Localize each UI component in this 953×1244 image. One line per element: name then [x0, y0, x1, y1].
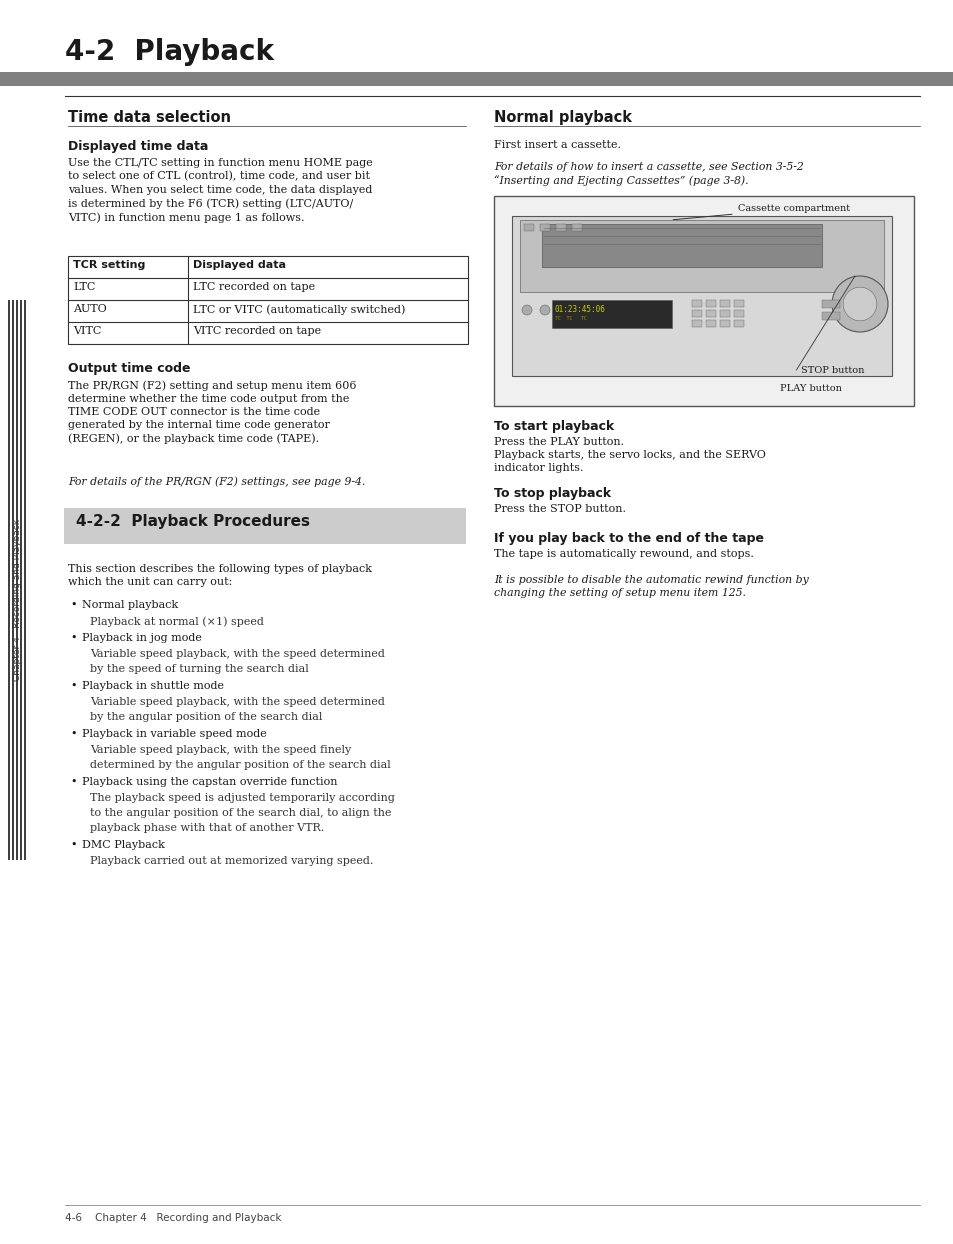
Text: Output time code: Output time code — [68, 362, 191, 374]
Text: Playback in jog mode: Playback in jog mode — [82, 633, 202, 643]
Text: First insert a cassette.: First insert a cassette. — [494, 141, 620, 151]
Text: For details of how to insert a cassette, see Section 3-5-2
“Inserting and Ejecti: For details of how to insert a cassette,… — [494, 162, 803, 187]
Text: determined by the angular position of the search dial: determined by the angular position of th… — [90, 760, 391, 770]
Bar — [0, 72, 953, 86]
Text: AUTO: AUTO — [73, 304, 107, 313]
Text: by the angular position of the search dial: by the angular position of the search di… — [90, 712, 322, 722]
Text: Playback in shuttle mode: Playback in shuttle mode — [82, 680, 224, 690]
Bar — [821, 300, 840, 309]
Text: •: • — [70, 778, 76, 787]
Bar — [821, 312, 840, 320]
Bar — [733, 300, 743, 307]
Text: This section describes the following types of playback
which the unit can carry : This section describes the following typ… — [68, 564, 372, 587]
Text: playback phase with that of another VTR.: playback phase with that of another VTR. — [90, 824, 324, 833]
Text: If you play back to the end of the tape: If you play back to the end of the tape — [494, 532, 763, 545]
Text: 4-2-2  Playback Procedures: 4-2-2 Playback Procedures — [76, 514, 310, 529]
Bar — [16, 300, 18, 860]
Bar — [720, 310, 729, 317]
Text: VITC recorded on tape: VITC recorded on tape — [193, 326, 321, 336]
Bar — [552, 300, 671, 328]
Circle shape — [831, 276, 887, 332]
Text: Normal playback: Normal playback — [494, 109, 631, 124]
Text: 4-6    Chapter 4   Recording and Playback: 4-6 Chapter 4 Recording and Playback — [65, 1213, 281, 1223]
Bar — [24, 300, 27, 860]
Text: Time data selection: Time data selection — [68, 109, 231, 124]
Text: by the speed of turning the search dial: by the speed of turning the search dial — [90, 664, 309, 674]
Text: Press the PLAY button.
Playback starts, the servo locks, and the SERVO
indicator: Press the PLAY button. Playback starts, … — [494, 437, 765, 474]
Text: Playback in variable speed mode: Playback in variable speed mode — [82, 729, 267, 739]
Text: •: • — [70, 680, 76, 690]
Text: Playback at normal (×1) speed: Playback at normal (×1) speed — [90, 616, 264, 627]
Text: TC  TC   TC: TC TC TC — [555, 316, 586, 321]
Text: •: • — [70, 633, 76, 643]
Text: Displayed time data: Displayed time data — [68, 141, 208, 153]
Bar — [705, 320, 716, 327]
Text: The tape is automatically rewound, and stops.: The tape is automatically rewound, and s… — [494, 549, 753, 559]
Text: Cassette compartment: Cassette compartment — [673, 204, 849, 220]
Text: to the angular position of the search dial, to align the: to the angular position of the search di… — [90, 809, 391, 819]
Bar — [705, 310, 716, 317]
Text: PLAY button: PLAY button — [779, 384, 841, 393]
Text: Press the STOP button.: Press the STOP button. — [494, 504, 625, 514]
Text: LTC recorded on tape: LTC recorded on tape — [193, 282, 314, 292]
Bar — [12, 300, 14, 860]
Bar — [20, 300, 23, 860]
Text: Variable speed playback, with the speed determined: Variable speed playback, with the speed … — [90, 649, 384, 659]
Text: Variable speed playback, with the speed finely: Variable speed playback, with the speed … — [90, 745, 351, 755]
Bar — [733, 320, 743, 327]
Text: Chapter 4   Recording and Playback: Chapter 4 Recording and Playback — [13, 519, 23, 680]
Bar — [705, 300, 716, 307]
Text: DMC Playback: DMC Playback — [82, 840, 165, 850]
Circle shape — [539, 305, 550, 315]
Bar — [720, 300, 729, 307]
Circle shape — [842, 287, 876, 321]
Bar — [512, 216, 891, 376]
Circle shape — [521, 305, 532, 315]
Text: 4-2  Playback: 4-2 Playback — [65, 39, 274, 66]
Text: TCR setting: TCR setting — [73, 260, 145, 270]
Bar — [691, 300, 701, 307]
Bar — [556, 224, 565, 231]
Bar — [519, 220, 883, 292]
Text: It is possible to disable the automatic rewind function by
changing the setting : It is possible to disable the automatic … — [494, 575, 808, 598]
Text: Use the CTL/TC setting in function menu HOME page
to select one of CTL (control): Use the CTL/TC setting in function menu … — [68, 158, 373, 223]
Bar — [8, 300, 10, 860]
Text: The PR/RGN (F2) setting and setup menu item 606
determine whether the time code : The PR/RGN (F2) setting and setup menu i… — [68, 379, 356, 444]
Text: Displayed data: Displayed data — [193, 260, 286, 270]
Text: •: • — [70, 600, 76, 610]
Text: Playback carried out at memorized varying speed.: Playback carried out at memorized varyin… — [90, 856, 373, 866]
Bar — [572, 224, 581, 231]
Text: •: • — [70, 729, 76, 739]
Text: To start playback: To start playback — [494, 420, 614, 433]
Text: LTC: LTC — [73, 282, 95, 292]
Bar — [539, 224, 550, 231]
Text: To stop playback: To stop playback — [494, 486, 611, 500]
Text: Playback using the capstan override function: Playback using the capstan override func… — [82, 778, 337, 787]
Bar — [720, 320, 729, 327]
Bar — [541, 224, 821, 267]
Bar — [523, 224, 534, 231]
Text: LTC or VITC (automatically switched): LTC or VITC (automatically switched) — [193, 304, 405, 315]
Text: Variable speed playback, with the speed determined: Variable speed playback, with the speed … — [90, 697, 384, 707]
Bar — [494, 197, 913, 406]
Text: STOP button: STOP button — [800, 366, 863, 374]
Text: 01:23:45:06: 01:23:45:06 — [555, 305, 605, 313]
Text: The playback speed is adjusted temporarily according: The playback speed is adjusted temporari… — [90, 792, 395, 802]
Bar — [64, 508, 465, 544]
Text: For details of the PR/RGN (F2) settings, see page 9-4.: For details of the PR/RGN (F2) settings,… — [68, 476, 365, 486]
Text: VITC: VITC — [73, 326, 101, 336]
Text: •: • — [70, 840, 76, 850]
Bar — [733, 310, 743, 317]
Bar — [691, 320, 701, 327]
Bar — [68, 256, 468, 345]
Text: Normal playback: Normal playback — [82, 600, 178, 610]
Bar — [691, 310, 701, 317]
